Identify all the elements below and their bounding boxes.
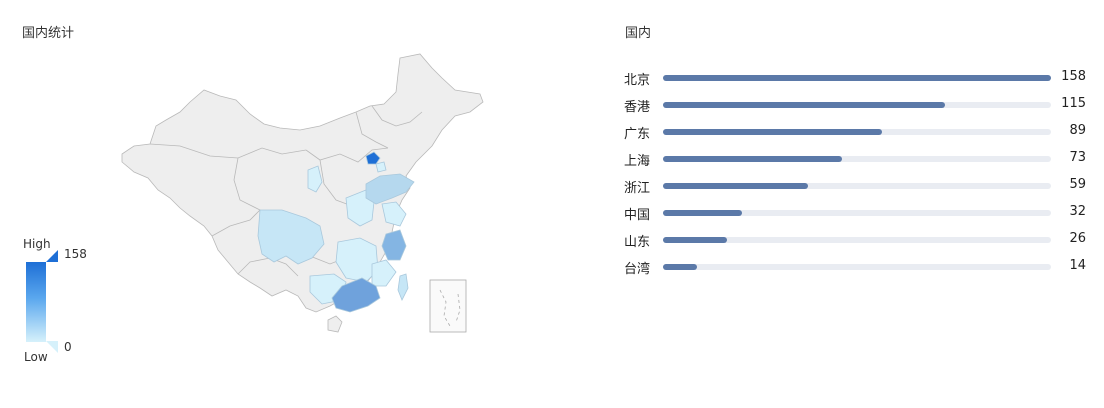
visual-map-min-handle[interactable] <box>46 341 60 355</box>
bar-category-label: 香港 <box>624 100 651 115</box>
map-region-fujian[interactable] <box>371 259 397 287</box>
visual-map-min-label: 0 <box>64 340 72 354</box>
bar-track <box>663 156 1051 162</box>
bar-category-label: 台湾 <box>624 262 651 277</box>
map-region-beijing[interactable] <box>365 151 381 165</box>
bar-row[interactable]: 北京 158 <box>624 68 1094 88</box>
bar-fill <box>663 156 843 162</box>
bar-row[interactable]: 浙江 59 <box>624 176 1094 196</box>
china-map <box>121 53 484 333</box>
visual-map-max-label: 158 <box>64 247 87 261</box>
bar-fill <box>663 264 698 270</box>
bar-fill <box>663 75 1051 81</box>
map-region-tianjin[interactable] <box>375 161 387 173</box>
map-region-zhejiang[interactable] <box>381 229 407 261</box>
bar-row[interactable]: 台湾 14 <box>624 257 1094 277</box>
bar-row[interactable]: 上海 73 <box>624 149 1094 169</box>
bar-track <box>663 102 1051 108</box>
bar-value-label: 26 <box>1069 231 1086 246</box>
bar-row[interactable]: 广东 89 <box>624 122 1094 142</box>
bar-row[interactable]: 香港 115 <box>624 95 1094 115</box>
bar-row[interactable]: 山东 26 <box>624 230 1094 250</box>
map-region-shandong[interactable] <box>365 173 415 205</box>
map-region-hainan[interactable] <box>327 315 343 333</box>
visual-map-max-handle[interactable] <box>46 250 60 264</box>
bar-track <box>663 183 1051 189</box>
bar-value-label: 158 <box>1061 69 1086 84</box>
bar-category-label: 中国 <box>624 208 651 223</box>
bar-fill <box>663 210 742 216</box>
bar-category-label: 上海 <box>624 154 651 169</box>
bar-track <box>663 210 1051 216</box>
map-panel-title: 国内统计 <box>22 26 75 41</box>
bar-track <box>663 129 1051 135</box>
visual-map-high-label: High <box>23 237 51 251</box>
bar-value-label: 73 <box>1069 150 1086 165</box>
bar-value-label: 59 <box>1069 177 1086 192</box>
bar-panel-title: 国内 <box>625 26 652 41</box>
map-region-sichuan[interactable] <box>257 209 325 265</box>
bar-category-label: 广东 <box>624 127 651 142</box>
map-region-taiwan[interactable] <box>397 273 409 301</box>
bar-track <box>663 75 1051 81</box>
bar-fill <box>663 183 808 189</box>
bar-value-label: 115 <box>1061 96 1086 111</box>
map-region-jiangsu[interactable] <box>381 201 407 227</box>
map-region-guangdong[interactable] <box>331 277 381 313</box>
bar-track <box>663 264 1051 270</box>
visual-map-gradient-bar[interactable] <box>26 262 46 342</box>
bar-value-label: 89 <box>1069 123 1086 138</box>
south-china-sea-inset <box>429 279 467 333</box>
bar-fill <box>663 237 727 243</box>
visual-map-low-label: Low <box>24 350 48 364</box>
bar-track <box>663 237 1051 243</box>
bar-category-label: 山东 <box>624 235 651 250</box>
bar-row[interactable]: 中国 32 <box>624 203 1094 223</box>
bar-value-label: 14 <box>1069 258 1086 273</box>
bar-fill <box>663 129 882 135</box>
bar-value-label: 32 <box>1069 204 1086 219</box>
bar-category-label: 浙江 <box>624 181 651 196</box>
map-region-ningxia[interactable] <box>307 165 323 193</box>
bar-category-label: 北京 <box>624 73 651 88</box>
bar-fill <box>663 102 946 108</box>
map-region-mainland[interactable] <box>121 53 484 313</box>
